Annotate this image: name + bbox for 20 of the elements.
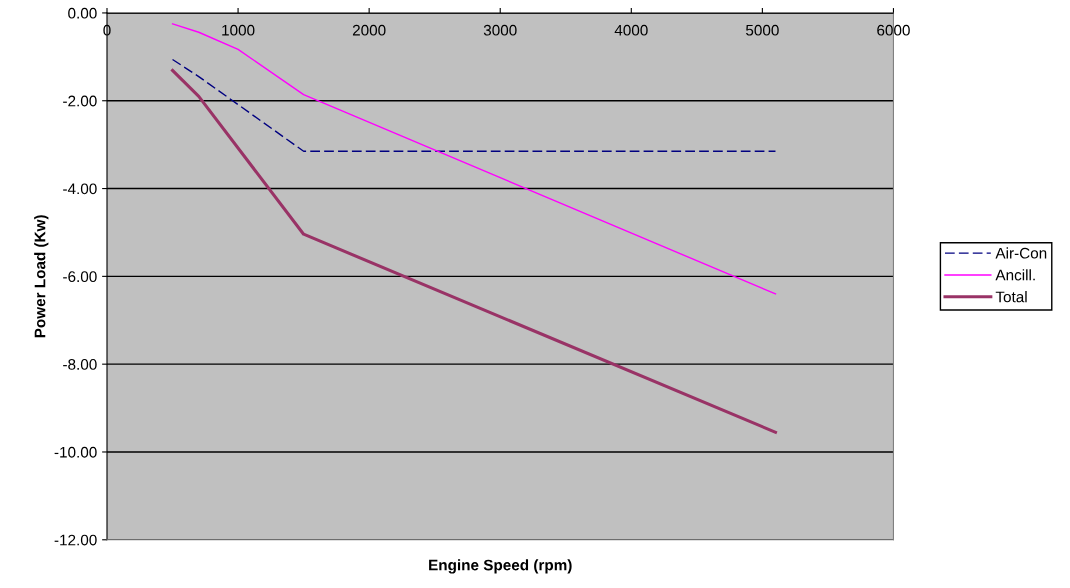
y-tick-label: -6.00 [63, 271, 97, 283]
y-tick-label: -12.00 [54, 534, 97, 546]
x-tick-label: 1000 [222, 24, 255, 36]
y-tick-label: -2.00 [63, 95, 97, 107]
y-tick-label: -10.00 [54, 446, 97, 458]
line-series [171, 23, 777, 295]
x-tick-label: 2000 [352, 24, 386, 36]
y-tick-label: -4.00 [63, 183, 97, 195]
legend-label: Air-Con [995, 247, 1047, 259]
line-series [171, 68, 778, 434]
legend-label: Ancill. [995, 269, 1035, 281]
x-tick-label: 4000 [614, 24, 648, 36]
x-tick-label: 6000 [877, 24, 910, 36]
y-tick-label: -8.00 [63, 359, 97, 370]
x-tick-label: 5000 [745, 24, 779, 36]
legend-label: Total [995, 291, 1027, 303]
y-tick-label: 0.00 [68, 7, 97, 19]
x-axis-title: Engine Speed (rpm) [429, 559, 572, 574]
y-axis-title: Power Load (Kw) [34, 215, 49, 338]
x-tick-label: 3000 [483, 24, 517, 36]
